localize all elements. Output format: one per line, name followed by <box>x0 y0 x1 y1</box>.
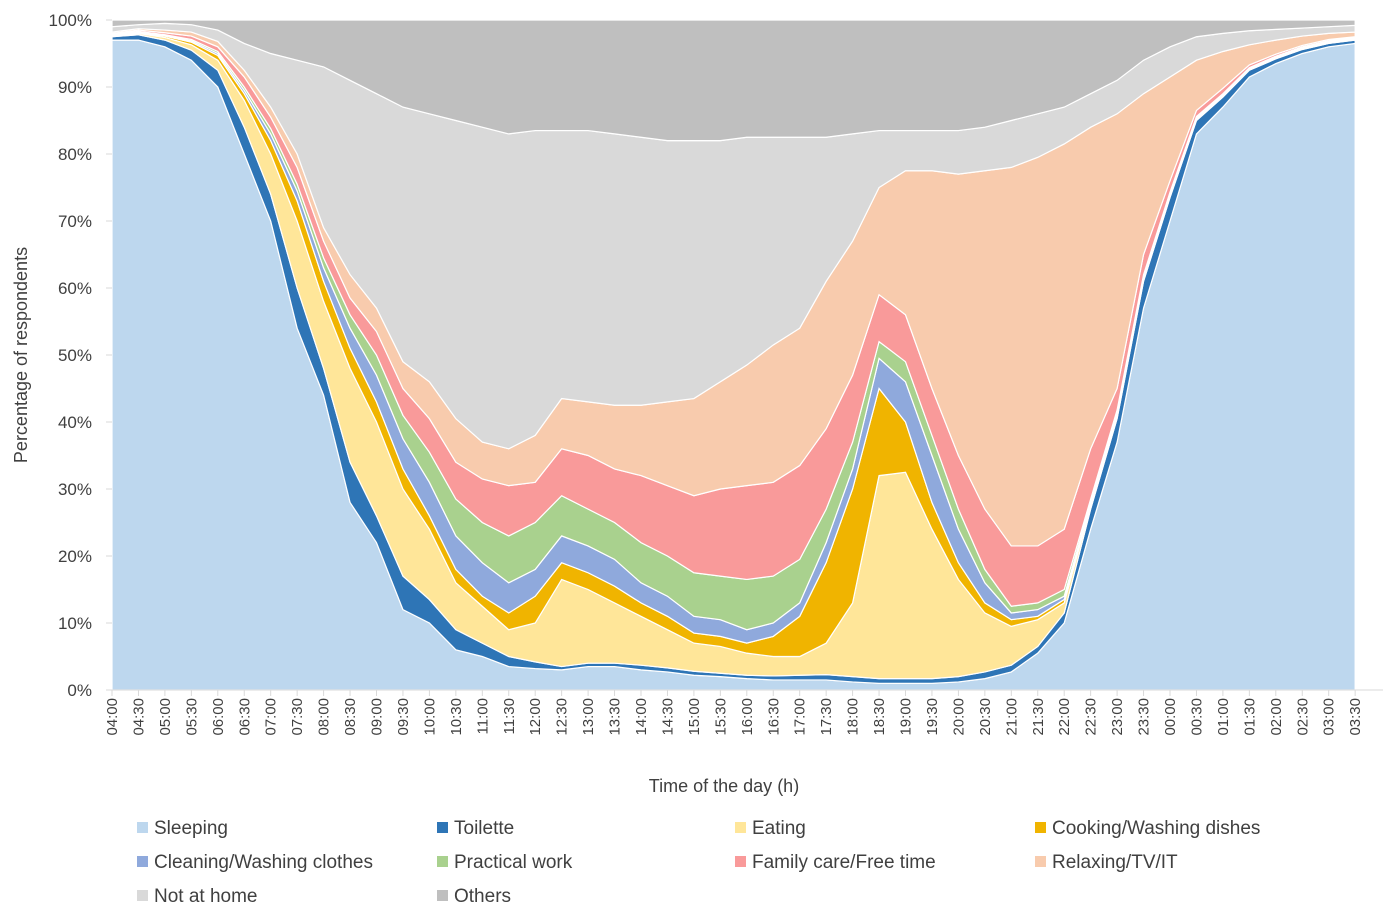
legend-swatch <box>735 856 746 867</box>
y-tick-label: 30% <box>58 480 92 499</box>
legend-label: Practical work <box>454 852 573 873</box>
x-tick-label: 20:30 <box>977 698 994 736</box>
x-tick-label: 10:00 <box>421 698 438 736</box>
x-tick-label: 15:30 <box>712 698 729 736</box>
y-tick-label: 80% <box>58 145 92 164</box>
legend-label: Cleaning/Washing clothes <box>154 852 373 873</box>
legend-swatch <box>137 822 148 833</box>
x-tick-label: 18:30 <box>871 698 888 736</box>
y-tick-label: 20% <box>58 547 92 566</box>
x-tick-label: 09:30 <box>395 698 412 736</box>
x-tick-label: 01:30 <box>1241 698 1258 736</box>
x-tick-label: 06:30 <box>236 698 253 736</box>
y-tick-label: 50% <box>58 346 92 365</box>
legend-label: Not at home <box>154 886 258 905</box>
x-tick-label: 03:30 <box>1347 698 1364 736</box>
legend-label: Cooking/Washing dishes <box>1052 818 1260 839</box>
x-tick-label: 02:00 <box>1268 698 1285 736</box>
legend-label: Others <box>454 886 511 905</box>
area <box>111 19 1356 142</box>
y-tick-label: 60% <box>58 279 92 298</box>
x-tick-label: 00:30 <box>1188 698 1205 736</box>
x-tick-label: 19:30 <box>924 698 941 736</box>
legend-label: Toilette <box>454 818 514 839</box>
x-tick-label: 10:30 <box>448 698 465 736</box>
x-tick-label: 04:00 <box>104 698 121 736</box>
x-tick-label: 22:30 <box>1083 698 1100 736</box>
x-tick-label: 16:00 <box>739 698 756 736</box>
legend-swatch <box>437 890 448 901</box>
x-tick-label: 16:30 <box>765 698 782 736</box>
y-tick-label: 100% <box>49 11 92 30</box>
x-tick-label: 19:00 <box>898 698 915 736</box>
y-axis-title: Percentage of respondents <box>11 247 31 463</box>
x-tick-label: 02:30 <box>1294 698 1311 736</box>
legend-label: Relaxing/TV/IT <box>1052 852 1178 873</box>
x-tick-label: 21:00 <box>1003 698 1020 736</box>
x-tick-label: 23:30 <box>1136 698 1153 736</box>
x-tick-label: 13:00 <box>580 698 597 736</box>
x-tick-label: 07:00 <box>263 698 280 736</box>
legend-swatch <box>437 856 448 867</box>
y-tick-label: 0% <box>67 681 92 700</box>
x-tick-label: 13:30 <box>607 698 624 736</box>
x-tick-label: 14:30 <box>659 698 676 736</box>
legend-label: Sleeping <box>154 818 228 839</box>
x-tick-label: 12:00 <box>527 698 544 736</box>
legend-swatch <box>1035 856 1046 867</box>
legend-swatch <box>735 822 746 833</box>
x-tick-label: 09:00 <box>369 698 386 736</box>
x-tick-label: 17:30 <box>818 698 835 736</box>
x-tick-label: 15:00 <box>686 698 703 736</box>
x-tick-label: 12:30 <box>554 698 571 736</box>
x-tick-label: 21:30 <box>1030 698 1047 736</box>
y-tick-label: 90% <box>58 78 92 97</box>
x-tick-label: 17:00 <box>792 698 809 736</box>
y-tick-label: 40% <box>58 413 92 432</box>
legend-label: Family care/Free time <box>752 852 936 873</box>
x-tick-label: 22:00 <box>1056 698 1073 736</box>
x-tick-label: 01:00 <box>1215 698 1232 736</box>
legend-swatch <box>137 890 148 901</box>
x-tick-label: 23:00 <box>1109 698 1126 736</box>
x-tick-label: 14:00 <box>633 698 650 736</box>
x-tick-label: 05:00 <box>157 698 174 736</box>
x-tick-label: 08:00 <box>316 698 333 736</box>
legend-label: Eating <box>752 818 806 839</box>
legend-swatch <box>1035 822 1046 833</box>
x-tick-label: 08:30 <box>342 698 359 736</box>
legend-swatch <box>137 856 148 867</box>
x-tick-label: 00:00 <box>1162 698 1179 736</box>
x-tick-label: 03:00 <box>1321 698 1338 736</box>
x-tick-label: 18:00 <box>845 698 862 736</box>
legend-swatch <box>437 822 448 833</box>
x-axis-title: Time of the day (h) <box>649 776 799 796</box>
x-tick-label: 11:00 <box>474 698 491 734</box>
x-tick-label: 04:30 <box>130 698 147 736</box>
x-tick-label: 05:30 <box>183 698 200 736</box>
x-tick-label: 11:30 <box>501 698 518 734</box>
y-tick-label: 10% <box>58 614 92 633</box>
x-tick-label: 20:00 <box>950 698 967 736</box>
x-tick-label: 06:00 <box>210 698 227 736</box>
x-tick-label: 07:30 <box>289 698 306 736</box>
y-tick-label: 70% <box>58 212 92 231</box>
